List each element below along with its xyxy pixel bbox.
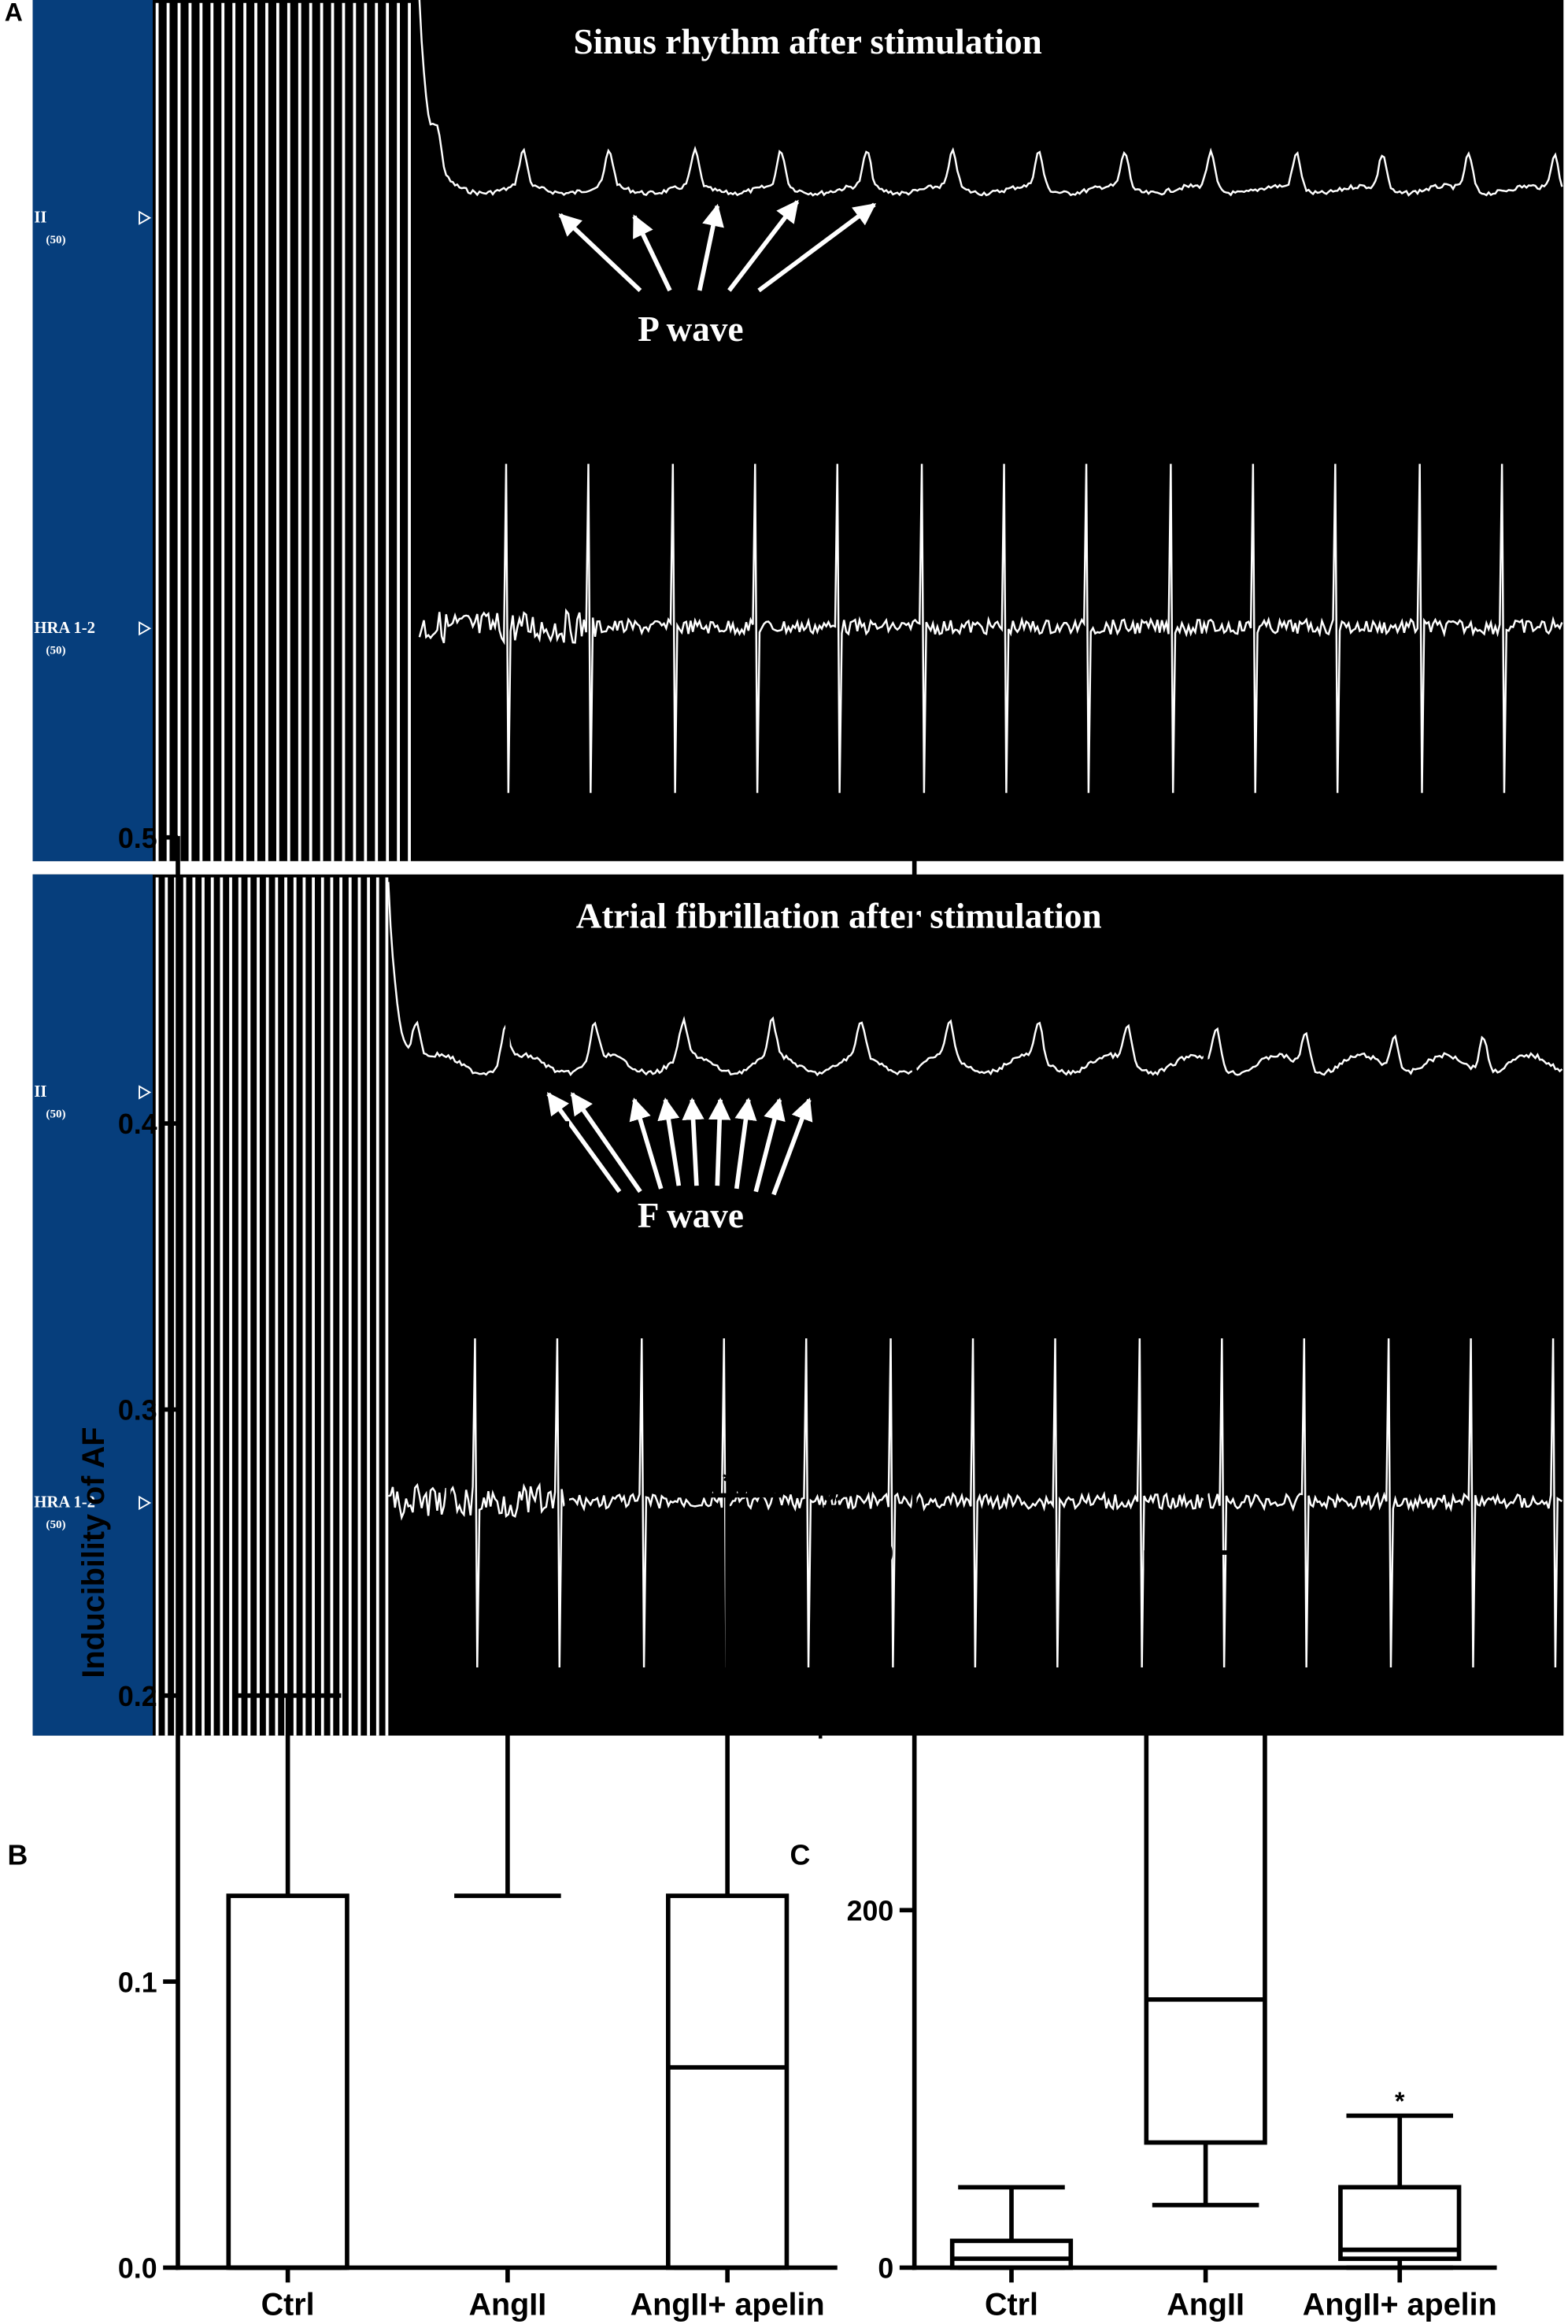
y-tick-label: 0	[878, 2253, 893, 2285]
box	[1338, 2185, 1462, 2261]
y-tick-label: 0.2	[118, 1681, 157, 1712]
trace-background	[32, 874, 1564, 1736]
arrow	[570, 1092, 642, 1193]
x-tick-label: Ctrl	[261, 2288, 315, 2322]
ecg-trace	[387, 1338, 1563, 1668]
significance-mark: *	[1200, 970, 1211, 998]
panel-label: C	[790, 1839, 811, 1871]
trace-background	[32, 0, 1564, 861]
y-tick-label: 600	[847, 1180, 894, 1212]
channel-marker	[139, 621, 152, 636]
arrow	[632, 214, 672, 292]
arrow	[697, 203, 724, 291]
y-tick-label: 0.4	[118, 1108, 157, 1140]
channel-marker	[139, 210, 152, 225]
y-tick-label: 0.3	[118, 1395, 157, 1427]
x-tick-label: Ctrl	[985, 2288, 1038, 2322]
arrow	[558, 213, 642, 293]
arrow	[708, 1097, 731, 1186]
arrow	[727, 199, 800, 292]
box	[949, 2238, 1074, 2270]
arrow	[546, 1092, 622, 1193]
arrow	[629, 1097, 664, 1190]
y-tick-label: 0.1	[118, 1967, 157, 1998]
channel-strip	[32, 0, 153, 861]
x-tick-label: AngII+ apelin	[1303, 2288, 1497, 2322]
significance-mark: *	[503, 894, 513, 923]
charts: B Inducibility of AF 0.0 0.1 0.2 0.3 0.4 0.5 Ctr…	[7, 823, 1496, 2322]
significance-mark: *	[1395, 2087, 1405, 2115]
y-tick-label: 400	[847, 1538, 894, 1569]
y-tick-label: 0.0	[118, 2253, 157, 2285]
wave-annotation: P wave	[638, 309, 743, 349]
channel-gain: (50)	[46, 234, 65, 246]
trace-title: Atrial fibrillation after stimulation	[576, 897, 1102, 936]
ecg-trace	[418, 0, 1563, 197]
wave-annotation: F wave	[638, 1196, 744, 1235]
channel-gain: (50)	[46, 644, 65, 657]
significance-mark: *	[723, 1467, 733, 1495]
channel-name: HRA 1-2	[34, 620, 95, 637]
ecg-trace	[418, 464, 1563, 794]
channel-marker	[139, 1085, 152, 1100]
channel-name: HRA 1-2	[34, 1494, 95, 1512]
trace-title: Sinus rhythm after stimulation	[573, 22, 1041, 61]
arrow	[771, 1097, 813, 1196]
arrow	[657, 1097, 682, 1186]
box	[666, 1893, 790, 2270]
x-tick-label: AngII	[1167, 2288, 1244, 2322]
box	[446, 1121, 570, 1698]
channel-name: II	[34, 1083, 46, 1101]
panel-label: B	[7, 1839, 28, 1871]
box-plot: B Inducibility of AF 0.0 0.1 0.2 0.3 0.4 0.5 Ctr…	[7, 823, 838, 2322]
x-tick-label: AngII	[468, 2288, 546, 2322]
arrow	[734, 1097, 757, 1190]
channel-marker	[139, 1495, 152, 1511]
arrow	[682, 1097, 704, 1186]
ecg-trace	[387, 882, 1563, 1077]
channel-gain: (50)	[46, 1519, 65, 1531]
x-tick-label: AngII+ apelin	[631, 2288, 825, 2322]
arrow	[757, 202, 877, 293]
y-axis-label: Inducibility of AF	[76, 1427, 111, 1678]
box-plot: C Total time of episodes (s) 0 200 400 600 800…	[790, 823, 1497, 2322]
panel-label: A	[5, 0, 23, 26]
y-tick-label: 200	[847, 1895, 894, 1926]
arrow	[753, 1097, 786, 1193]
channel-name: II	[34, 209, 46, 226]
box	[1144, 1550, 1267, 2145]
channel-gain: (50)	[46, 1108, 65, 1121]
y-tick-label: 800	[847, 823, 894, 854]
y-tick-label: 0.5	[118, 823, 157, 854]
channel-strip	[32, 874, 153, 1736]
y-axis-label: Total time of episodes (s)	[813, 1366, 848, 1739]
